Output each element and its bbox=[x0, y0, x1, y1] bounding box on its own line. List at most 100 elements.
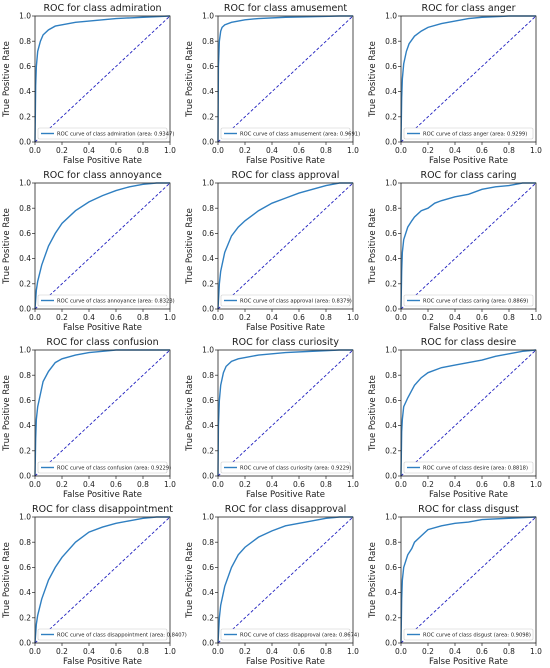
y-tick-label: 0.2 bbox=[202, 446, 214, 455]
legend-entry: ROC curve of class disapproval (area: 0.… bbox=[240, 632, 359, 638]
y-tick-label: 0.2 bbox=[19, 279, 31, 288]
x-axis-label: False Positive Rate bbox=[63, 156, 142, 166]
roc-chart-svg: ROC for class curiosity 0.0 0.2 0.4 0.6 0.8 1.… bbox=[185, 337, 359, 500]
y-tick-label: 0.0 bbox=[202, 138, 214, 147]
y-axis-label: True Positive Rate bbox=[2, 41, 12, 118]
y-tick-label: 0.8 bbox=[385, 538, 397, 547]
x-tick-label: 1.0 bbox=[347, 480, 359, 489]
y-axis-label: True Positive Rate bbox=[368, 208, 378, 285]
chance-diagonal-line bbox=[217, 516, 354, 644]
y-tick-label: 0.0 bbox=[19, 472, 31, 481]
legend-entry: ROC curve of class confusion (area: 0.92… bbox=[57, 465, 171, 471]
roc-chart-svg: ROC for class approval 0.0 0.2 0.4 0.6 0.8 1.0… bbox=[185, 170, 359, 333]
y-tick-label: 0.4 bbox=[385, 87, 397, 96]
legend-box bbox=[37, 127, 168, 140]
x-tick-label: 0.4 bbox=[266, 313, 278, 322]
y-tick-label: 0.8 bbox=[19, 538, 31, 547]
chance-diagonal-line bbox=[400, 516, 537, 644]
x-tick-label: 0.8 bbox=[320, 480, 332, 489]
y-tick-label: 0.6 bbox=[385, 396, 397, 405]
y-axis-label: True Positive Rate bbox=[185, 542, 195, 619]
x-tick-label: 0.6 bbox=[476, 313, 488, 322]
roc-curve-line bbox=[400, 182, 536, 310]
roc-curve-line bbox=[34, 516, 170, 644]
x-tick-label: 1.0 bbox=[347, 647, 359, 656]
y-tick-label: 0.8 bbox=[385, 204, 397, 213]
y-tick-label: 0.6 bbox=[19, 62, 31, 71]
x-tick-label: 0.0 bbox=[212, 313, 224, 322]
y-tick-label: 0.2 bbox=[19, 613, 31, 622]
x-axis-label: False Positive Rate bbox=[429, 657, 508, 667]
y-tick-label: 0.6 bbox=[19, 563, 31, 572]
x-tick-label: 0.0 bbox=[29, 313, 41, 322]
roc-chart-svg: ROC for class desire 0.0 0.2 0.4 0.6 0.8 1.0 0.… bbox=[368, 337, 542, 500]
y-tick-label: 0.2 bbox=[385, 279, 397, 288]
chance-diagonal-line bbox=[34, 349, 171, 477]
plot-frame bbox=[217, 15, 354, 143]
legend-entry: ROC curve of class admiration (area: 0.9… bbox=[57, 131, 174, 137]
x-axis-label: False Positive Rate bbox=[246, 156, 325, 166]
roc-panel: ROC for class disgust 0.0 0.2 0.4 0.6 0.8 1.0 0… bbox=[366, 501, 549, 668]
y-tick-label: 0.2 bbox=[202, 279, 214, 288]
x-tick-label: 0.4 bbox=[266, 480, 278, 489]
legend-box bbox=[220, 628, 351, 641]
x-tick-label: 0.0 bbox=[395, 146, 407, 155]
x-axis-label: False Positive Rate bbox=[429, 323, 508, 333]
y-tick-label: 0.8 bbox=[19, 371, 31, 380]
roc-chart-svg: ROC for class disappointment 0.0 0.2 0.4 0.6… bbox=[2, 504, 187, 667]
legend-entry: ROC curve of class caring (area: 0.8869) bbox=[423, 298, 528, 304]
x-tick-label: 0.8 bbox=[503, 480, 515, 489]
y-tick-label: 0.4 bbox=[19, 254, 31, 263]
y-tick-label: 1.0 bbox=[385, 346, 397, 355]
y-tick-label: 0.4 bbox=[202, 254, 214, 263]
chart-title: ROC for class curiosity bbox=[232, 337, 339, 348]
x-axis-label: False Positive Rate bbox=[63, 657, 142, 667]
roc-panel: ROC for class disapproval 0.0 0.2 0.4 0.6 0.8… bbox=[183, 501, 366, 668]
x-tick-label: 0.4 bbox=[449, 146, 461, 155]
chart-title: ROC for class disapproval bbox=[225, 504, 347, 515]
x-tick-label: 0.0 bbox=[212, 146, 224, 155]
x-tick-label: 0.6 bbox=[476, 146, 488, 155]
y-tick-label: 0.0 bbox=[385, 138, 397, 147]
y-axis-label: True Positive Rate bbox=[2, 208, 12, 285]
x-tick-label: 0.0 bbox=[29, 647, 41, 656]
y-tick-label: 0.6 bbox=[385, 563, 397, 572]
legend-box bbox=[37, 294, 168, 307]
y-tick-label: 0.8 bbox=[202, 204, 214, 213]
chart-title: ROC for class confusion bbox=[46, 337, 158, 348]
y-axis-label: True Positive Rate bbox=[185, 41, 195, 118]
x-axis-label: False Positive Rate bbox=[63, 323, 142, 333]
x-tick-label: 0.4 bbox=[266, 647, 278, 656]
legend-box bbox=[37, 461, 168, 474]
y-tick-label: 1.0 bbox=[19, 179, 31, 188]
roc-chart-svg: ROC for class annoyance 0.0 0.2 0.4 0.6 0.8 1.… bbox=[2, 170, 176, 333]
x-axis-label: False Positive Rate bbox=[246, 490, 325, 500]
chance-diagonal-line bbox=[217, 349, 354, 477]
y-tick-label: 0.8 bbox=[19, 204, 31, 213]
x-tick-label: 1.0 bbox=[164, 480, 176, 489]
x-tick-label: 0.8 bbox=[320, 647, 332, 656]
x-tick-label: 0.2 bbox=[239, 480, 251, 489]
y-tick-label: 1.0 bbox=[385, 179, 397, 188]
y-axis-label: True Positive Rate bbox=[368, 41, 378, 118]
y-tick-label: 0.2 bbox=[385, 613, 397, 622]
x-tick-label: 0.6 bbox=[110, 313, 122, 322]
y-tick-label: 0.0 bbox=[19, 305, 31, 314]
y-axis-label: True Positive Rate bbox=[185, 208, 195, 285]
x-tick-label: 1.0 bbox=[530, 313, 542, 322]
x-tick-label: 0.4 bbox=[83, 647, 95, 656]
y-tick-label: 1.0 bbox=[202, 346, 214, 355]
legend-box bbox=[220, 127, 351, 140]
plot-frame bbox=[217, 349, 354, 477]
y-tick-label: 0.4 bbox=[202, 421, 214, 430]
chance-diagonal-line bbox=[217, 182, 354, 310]
x-tick-label: 0.8 bbox=[320, 146, 332, 155]
x-tick-label: 0.6 bbox=[110, 480, 122, 489]
x-tick-label: 0.4 bbox=[83, 313, 95, 322]
chart-title: ROC for class anger bbox=[421, 3, 515, 14]
roc-curve-line bbox=[400, 516, 537, 644]
plot-frame bbox=[34, 349, 171, 477]
y-tick-label: 0.0 bbox=[385, 472, 397, 481]
x-tick-label: 0.2 bbox=[239, 647, 251, 656]
x-tick-label: 0.8 bbox=[137, 146, 149, 155]
